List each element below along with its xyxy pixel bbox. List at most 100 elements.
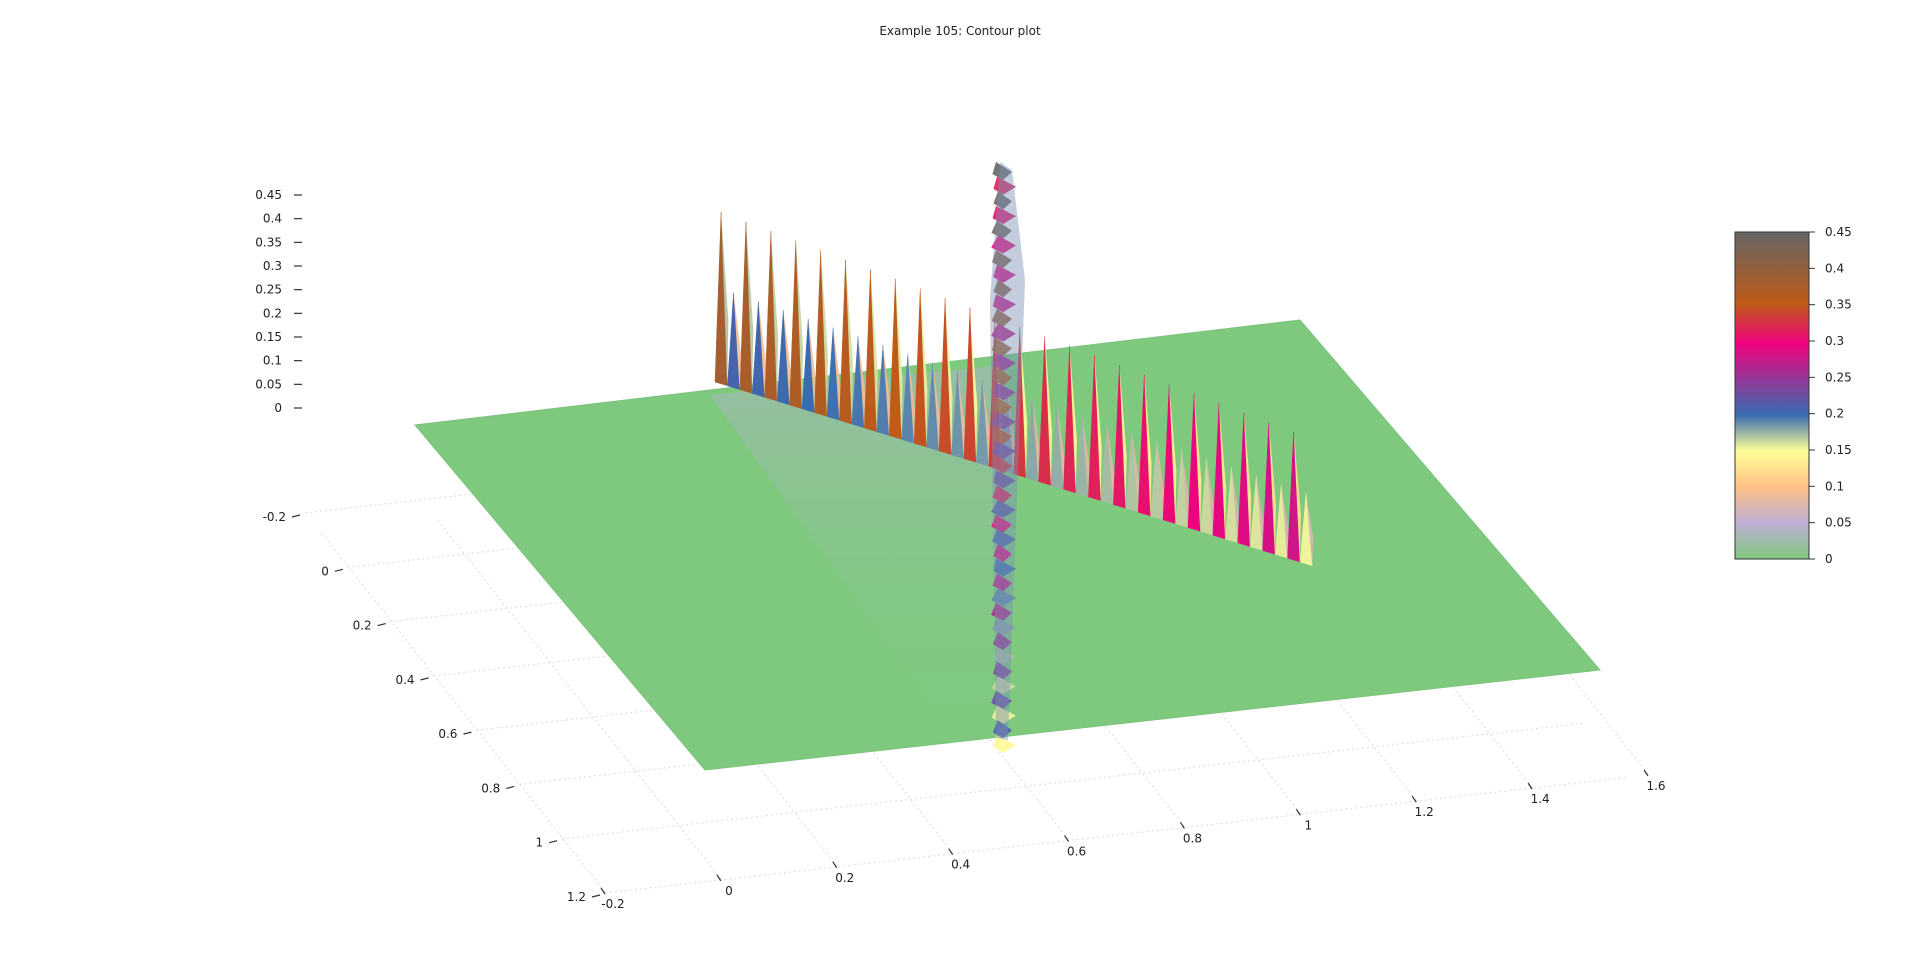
chart-title: Example 105: Contour plot — [879, 24, 1041, 38]
ridge-y-segment — [991, 588, 1016, 607]
ridge-x-facet — [945, 298, 953, 455]
ridge-x-spike — [1200, 458, 1213, 536]
grid-line-y — [390, 505, 1413, 623]
ridge-y-segment — [993, 382, 1016, 401]
ridge-y-segment — [993, 558, 1016, 577]
colorbar-tick-label: 0.2 — [1825, 407, 1844, 421]
ridge-y-segment — [991, 235, 1016, 254]
ridge-x-spike — [764, 231, 778, 402]
ridge-x-spike — [1137, 374, 1151, 517]
ridge-x-facet — [808, 318, 816, 413]
grid-line-y — [519, 668, 1542, 785]
ridge-y-body — [990, 162, 1025, 740]
ridge-y-segment — [993, 544, 1012, 562]
z-tick-label: 0.2 — [263, 306, 282, 320]
ridge-x-facet — [758, 301, 766, 398]
ridge-x-spike — [752, 301, 765, 398]
ridge-x-facet — [1032, 397, 1040, 482]
colorbar-tick-label: 0 — [1825, 552, 1833, 566]
ridge-x-facet — [882, 345, 891, 436]
x-tick-mark — [1064, 835, 1070, 842]
ridge-x-facet — [970, 307, 978, 463]
grid-line-x — [1246, 425, 1533, 788]
grid-line-y — [476, 614, 1499, 731]
ridge-y-segment — [992, 529, 1016, 548]
x-tick-label: 0 — [725, 884, 733, 898]
ridge-x-facet — [1131, 432, 1140, 513]
ridge-y-segment — [991, 338, 1012, 357]
y-tick-mark — [591, 894, 601, 898]
z-tick-label: 0.45 — [255, 188, 282, 202]
ridge-x-facet — [858, 336, 866, 428]
ridge-y-segment — [991, 676, 1016, 695]
z-tick-label: 0.35 — [255, 235, 282, 249]
ridge-x-spike — [1025, 397, 1039, 482]
y-tick-label: 1 — [536, 836, 544, 850]
x-tick-label: 1.4 — [1531, 792, 1550, 806]
ridge-x-facet — [932, 362, 941, 451]
ridge-y-segment — [992, 397, 1012, 416]
grid-line-x — [667, 491, 954, 853]
ridge-y-segment — [993, 367, 1012, 386]
ridge-y-segment — [993, 264, 1016, 283]
ridge-y-segment — [991, 514, 1012, 533]
z-tick-label: 0.15 — [255, 330, 282, 344]
x-axis: -0.2 0 0.2 0.4 0.6 0.8 1 1.2 1.4 1.6 — [600, 769, 1666, 911]
ridge-y-segment — [992, 441, 1016, 460]
y-tick-mark — [420, 677, 429, 681]
y-tick-mark — [506, 785, 515, 790]
ridge-x-facet — [770, 231, 779, 401]
ridge-y-segment — [993, 470, 1016, 489]
grid-line-x — [899, 465, 1185, 827]
z-tick-label: 0.05 — [255, 377, 282, 391]
grid-line-x — [783, 478, 1069, 840]
ridge-y-segment — [991, 602, 1012, 621]
x-tick-mark — [716, 874, 722, 882]
ridge-y-segment — [993, 279, 1012, 298]
ridge-x-spike — [1125, 432, 1139, 513]
ridge-x-facet — [957, 371, 965, 459]
colorbar-tick-label: 0.1 — [1825, 479, 1844, 493]
colorbar-tick-label: 0.4 — [1825, 261, 1844, 275]
z-tick-label: 0 — [274, 401, 282, 415]
ridge-x-spike — [976, 379, 989, 467]
x-tick-label: 1 — [1305, 818, 1313, 832]
ridge-x-facet — [1069, 345, 1077, 493]
z-tick-label: 0.3 — [263, 259, 282, 273]
ridge-x-facet — [1156, 440, 1165, 520]
x-tick-mark — [1527, 782, 1533, 790]
ridge-x-facet — [1268, 422, 1277, 555]
colorbar-gradient — [1734, 231, 1810, 560]
ridge-y-segment — [992, 294, 1016, 313]
ridge-x-facet — [1281, 484, 1289, 558]
y-tick-label: 0.8 — [481, 781, 500, 795]
ridge-x-facet — [721, 212, 729, 386]
ridge-x-spike — [839, 259, 852, 425]
grid-line-y — [562, 722, 1585, 840]
colorbar: 0.45 0.4 0.35 0.3 0.25 0.2 0.15 0.1 0.05 0 — [1734, 225, 1852, 566]
x-tick-mark — [948, 848, 954, 855]
ridge-y-segment — [992, 485, 1012, 504]
colorbar-tick-label: 0.25 — [1825, 370, 1852, 384]
ridge-y-segment — [992, 573, 1012, 592]
ridge-x-facet — [733, 292, 741, 390]
ridge-y-segment — [992, 162, 1012, 180]
ridge-x-facet — [1306, 493, 1314, 566]
ridge-x-facet — [1057, 406, 1065, 490]
y-axis: -0.2 0 0.2 0.4 0.6 0.8 1 1.2 — [263, 510, 601, 904]
ridge-x-facet — [1044, 336, 1053, 486]
grid-line-x — [551, 504, 838, 867]
ridge-x-facet — [1218, 403, 1227, 539]
grid-line-x — [435, 517, 722, 880]
ridge-x-facet — [1144, 374, 1152, 516]
ridge-y-segment — [992, 206, 1016, 225]
ridge-x-spike — [1249, 475, 1263, 551]
ridge-x-spike — [1150, 440, 1164, 521]
x-tick-mark — [832, 861, 838, 869]
ridge-x-facet — [795, 240, 804, 409]
y-tick-mark — [291, 514, 301, 518]
ridge-x-spike — [1013, 326, 1027, 478]
y-tick-label: -0.2 — [263, 510, 286, 524]
ridge-y-segment — [991, 220, 1012, 239]
